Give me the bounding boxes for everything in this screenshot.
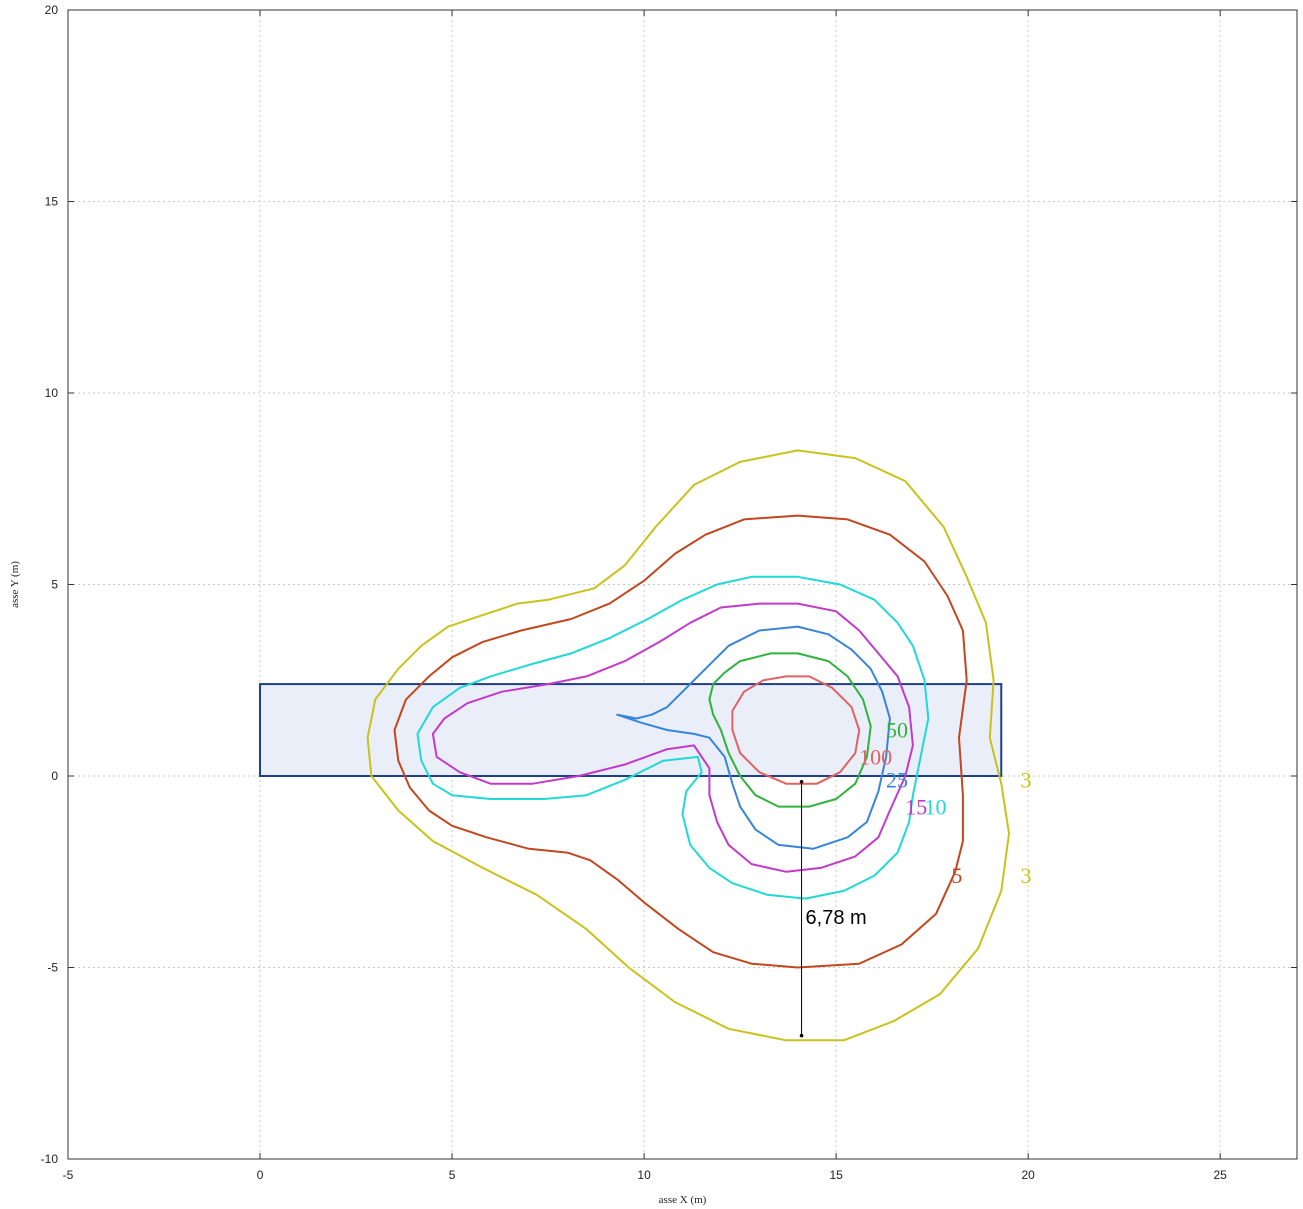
x-tick-label: 15 bbox=[829, 1168, 843, 1182]
contour-label: 15 bbox=[905, 794, 927, 819]
grid bbox=[68, 10, 1297, 1159]
contour-label: 50 bbox=[886, 718, 908, 743]
contour-line-50 bbox=[708, 652, 872, 808]
distance-label: 6,78 m bbox=[806, 907, 867, 929]
distance-endpoint bbox=[799, 779, 804, 784]
contour-label: 100 bbox=[859, 745, 892, 770]
contour-label: 3 bbox=[1020, 863, 1031, 888]
contour-line-10 bbox=[416, 575, 930, 900]
contour-label: 25 bbox=[886, 767, 908, 792]
y-tick-label: 5 bbox=[51, 578, 58, 592]
y-tick-label: 10 bbox=[45, 386, 59, 400]
building-rectangle bbox=[259, 683, 1003, 778]
x-axis-label: asse X (m) bbox=[659, 1194, 707, 1206]
y-tick-label: 15 bbox=[45, 195, 59, 209]
x-tick-label: -5 bbox=[63, 1168, 74, 1182]
contour-label: 10 bbox=[924, 794, 946, 819]
x-tick-label: 10 bbox=[637, 1168, 651, 1182]
y-axis-label: asse Y (m) bbox=[9, 561, 21, 608]
plot-frame bbox=[67, 9, 1298, 1160]
contour-line-15 bbox=[431, 602, 914, 873]
contour-line-5 bbox=[393, 514, 968, 969]
y-tick-label: 20 bbox=[45, 3, 59, 17]
contour-label: 5 bbox=[951, 863, 962, 888]
y-tick-label: -10 bbox=[41, 1152, 59, 1166]
x-tick-label: 20 bbox=[1021, 1168, 1035, 1182]
contour-line-100 bbox=[731, 675, 861, 785]
contour-line-3 bbox=[366, 449, 1010, 1042]
contour-line-25 bbox=[616, 625, 891, 850]
building-rectangle-layer bbox=[259, 683, 1003, 778]
distance-endpoint bbox=[799, 1033, 804, 1038]
contour-label: 3 bbox=[1020, 767, 1031, 792]
contour-lines bbox=[366, 449, 1010, 1042]
distance-marker: 6,78 m bbox=[799, 779, 867, 1038]
x-tick-label: 5 bbox=[449, 1168, 456, 1182]
x-tick-label: 0 bbox=[257, 1168, 264, 1182]
y-tick-label: 0 bbox=[51, 769, 58, 783]
x-tick-label: 25 bbox=[1214, 1168, 1228, 1182]
y-tick-label: -5 bbox=[47, 961, 58, 975]
